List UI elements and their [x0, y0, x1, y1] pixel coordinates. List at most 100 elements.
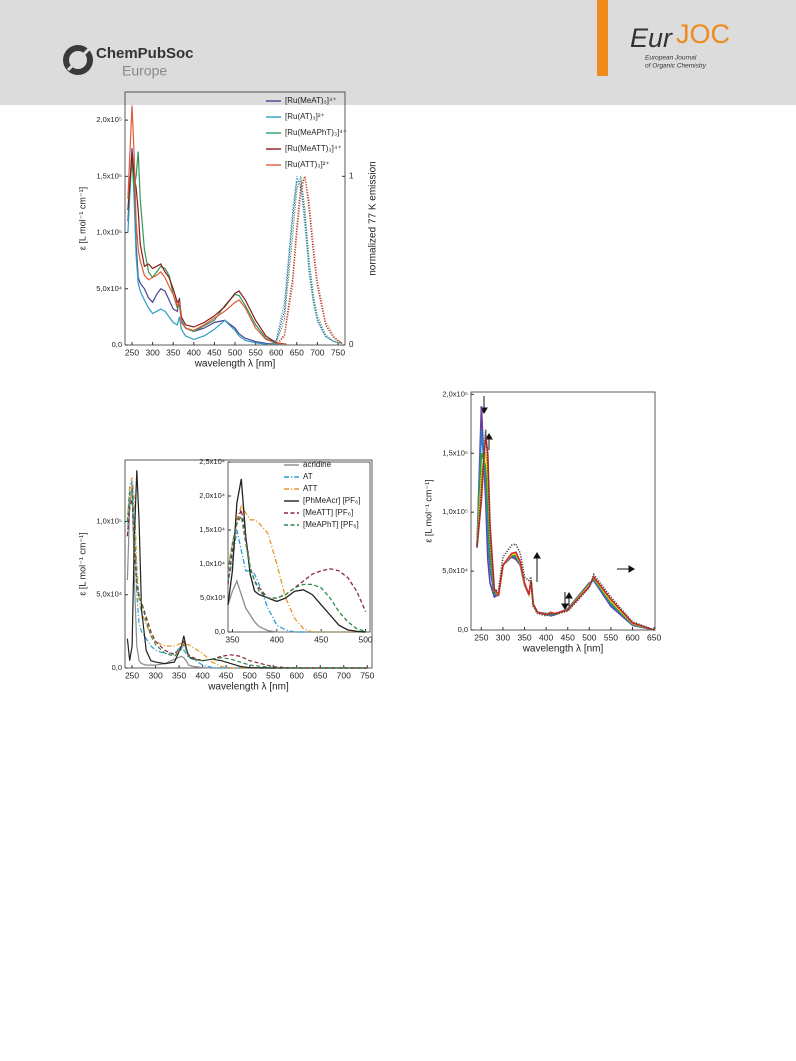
x-tick-label: 250 — [125, 347, 139, 357]
inset-bg — [228, 462, 370, 632]
y-tick-label: 0,0 — [215, 627, 225, 636]
eurjoc-logo: Eur JOC European Journal of Organic Chem… — [630, 19, 730, 70]
x-tick-label: 300 — [148, 670, 162, 680]
x-axis-label: wavelength λ [nm] — [194, 359, 276, 370]
x-tick-label: 300 — [496, 632, 510, 642]
y-tick-label: 5,0x10⁴ — [442, 566, 468, 575]
y-tick-label: 5,0x10⁴ — [96, 284, 122, 293]
data-line — [267, 176, 343, 346]
x-tick-label: 450 — [314, 634, 328, 644]
x-tick-label: 400 — [539, 632, 553, 642]
x-tick-label: 350 — [517, 632, 531, 642]
x-tick-label: 500 — [582, 632, 596, 642]
x-tick-label: 650 — [313, 670, 327, 680]
x-tick-label: 700 — [337, 670, 351, 680]
data-line — [476, 406, 655, 631]
y-tick-label: 1,5x10⁴ — [199, 525, 225, 534]
publisher-sub: Europe — [122, 63, 167, 79]
data-line — [268, 176, 343, 346]
header-band — [0, 0, 796, 105]
x-tick-label: 600 — [290, 670, 304, 680]
x-tick-label: 650 — [647, 632, 661, 642]
x-tick-label: 550 — [266, 670, 280, 680]
x-tick-label: 350 — [166, 347, 180, 357]
data-line — [476, 451, 655, 631]
legend-label: [Ru(ATT)₃]²⁺ — [285, 160, 330, 169]
x-tick-label: 500 — [228, 347, 242, 357]
x-tick-label: 350 — [172, 670, 186, 680]
journal-a: Eur — [630, 23, 673, 53]
x-axis-label: wavelength λ [nm] — [207, 682, 289, 693]
data-line — [476, 435, 655, 631]
x-tick-label: 600 — [269, 347, 283, 357]
data-line — [267, 180, 343, 346]
x-tick-label: 750 — [331, 347, 345, 357]
y-axis-label: ε [L mol⁻¹ cm⁻¹] — [423, 479, 433, 542]
arrows — [480, 396, 635, 610]
x-axis-label: wavelength λ [nm] — [522, 644, 604, 655]
legend-label: [Ru(MeATT)₃]⁴⁺ — [285, 144, 342, 153]
legend-label: ATT — [303, 484, 318, 493]
y-tick-label: 2,0x10⁵ — [442, 389, 468, 398]
legend-label: [MeATT] [PF₆] — [303, 508, 353, 517]
y-tick-label: 5,0x10³ — [200, 593, 226, 602]
plot-frame — [470, 391, 656, 631]
y-tick-label: 2,0x10⁵ — [96, 115, 122, 124]
data-line — [126, 470, 368, 669]
data-line — [126, 499, 368, 669]
x-tick-label: 400 — [196, 670, 210, 680]
orange-bar — [597, 0, 608, 76]
data-line — [268, 174, 343, 346]
y-tick-label: 1,0x10⁴ — [199, 559, 225, 568]
y2-tick-label: 0 — [349, 340, 354, 349]
x-tick-label: 550 — [249, 347, 263, 357]
data-line — [127, 105, 287, 346]
y-tick-label: 2,5x10⁴ — [199, 457, 225, 466]
x-tick-label: 400 — [270, 634, 284, 644]
y-tick-label: 1,0x10⁵ — [96, 228, 122, 237]
x-tick-label: 500 — [243, 670, 257, 680]
x-tick-label: 250 — [474, 632, 488, 642]
legend-label: acridine — [303, 460, 332, 469]
x-tick-label: 450 — [207, 347, 221, 357]
y-tick-label: 2,0x10⁴ — [199, 491, 225, 500]
y-tick-label: 0,0 — [458, 625, 468, 634]
x-tick-label: 650 — [290, 347, 304, 357]
x-tick-label: 350 — [225, 634, 239, 644]
y-tick-label: 0,0 — [112, 663, 122, 672]
data-line — [227, 504, 366, 633]
y-tick-label: 5,0x10⁴ — [96, 590, 122, 599]
data-line — [227, 478, 366, 633]
y-tick-label: 1,0x10⁵ — [96, 517, 122, 526]
data-line — [127, 153, 287, 346]
legend-label: [MeAPhT] [PF₆] — [303, 520, 359, 529]
x-tick-label: 600 — [625, 632, 639, 642]
data-line — [227, 514, 366, 632]
legend-label: [Ru(AT)₃]²⁺ — [285, 112, 325, 121]
data-line — [476, 429, 655, 631]
y-axis-label: ε [L mol⁻¹ cm⁻¹] — [77, 187, 87, 250]
x-tick-label: 300 — [146, 347, 160, 357]
publisher-name: ChemPubSoc — [96, 45, 194, 62]
y2-tick-label: 1 — [349, 171, 354, 180]
y-axis-label: ε [L mol⁻¹ cm⁻¹] — [77, 532, 87, 595]
x-tick-label: 750 — [360, 670, 374, 680]
legend-label: [PhMeAcr] [PF₆] — [303, 496, 360, 505]
x-tick-label: 400 — [187, 347, 201, 357]
journal-line2: of Organic Chemistry — [645, 63, 707, 70]
data-line — [227, 529, 366, 633]
journal-line1: European Journal — [645, 55, 697, 62]
y-tick-label: 1,0x10⁵ — [442, 507, 468, 516]
chempubsoc-logo: ChemPubSoc Europe — [63, 45, 194, 79]
data-line — [127, 148, 287, 346]
x-tick-label: 550 — [604, 632, 618, 642]
data-line — [267, 176, 343, 346]
legend-label: [Ru(MeAPhT)₃]⁴⁺ — [285, 128, 347, 137]
x-tick-label: 500 — [358, 634, 372, 644]
data-line — [127, 151, 287, 345]
x-tick-label: 700 — [310, 347, 324, 357]
x-tick-label: 250 — [125, 670, 139, 680]
x-tick-label: 450 — [219, 670, 233, 680]
data-line — [476, 453, 655, 631]
